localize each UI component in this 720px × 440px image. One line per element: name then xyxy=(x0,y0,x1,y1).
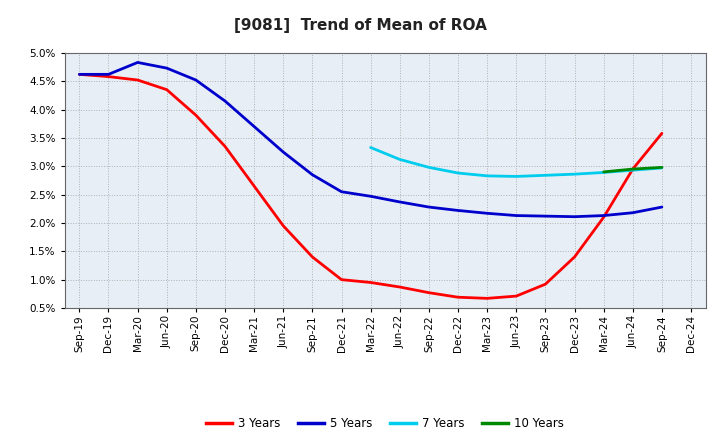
Text: [9081]  Trend of Mean of ROA: [9081] Trend of Mean of ROA xyxy=(233,18,487,33)
Legend: 3 Years, 5 Years, 7 Years, 10 Years: 3 Years, 5 Years, 7 Years, 10 Years xyxy=(202,412,569,435)
